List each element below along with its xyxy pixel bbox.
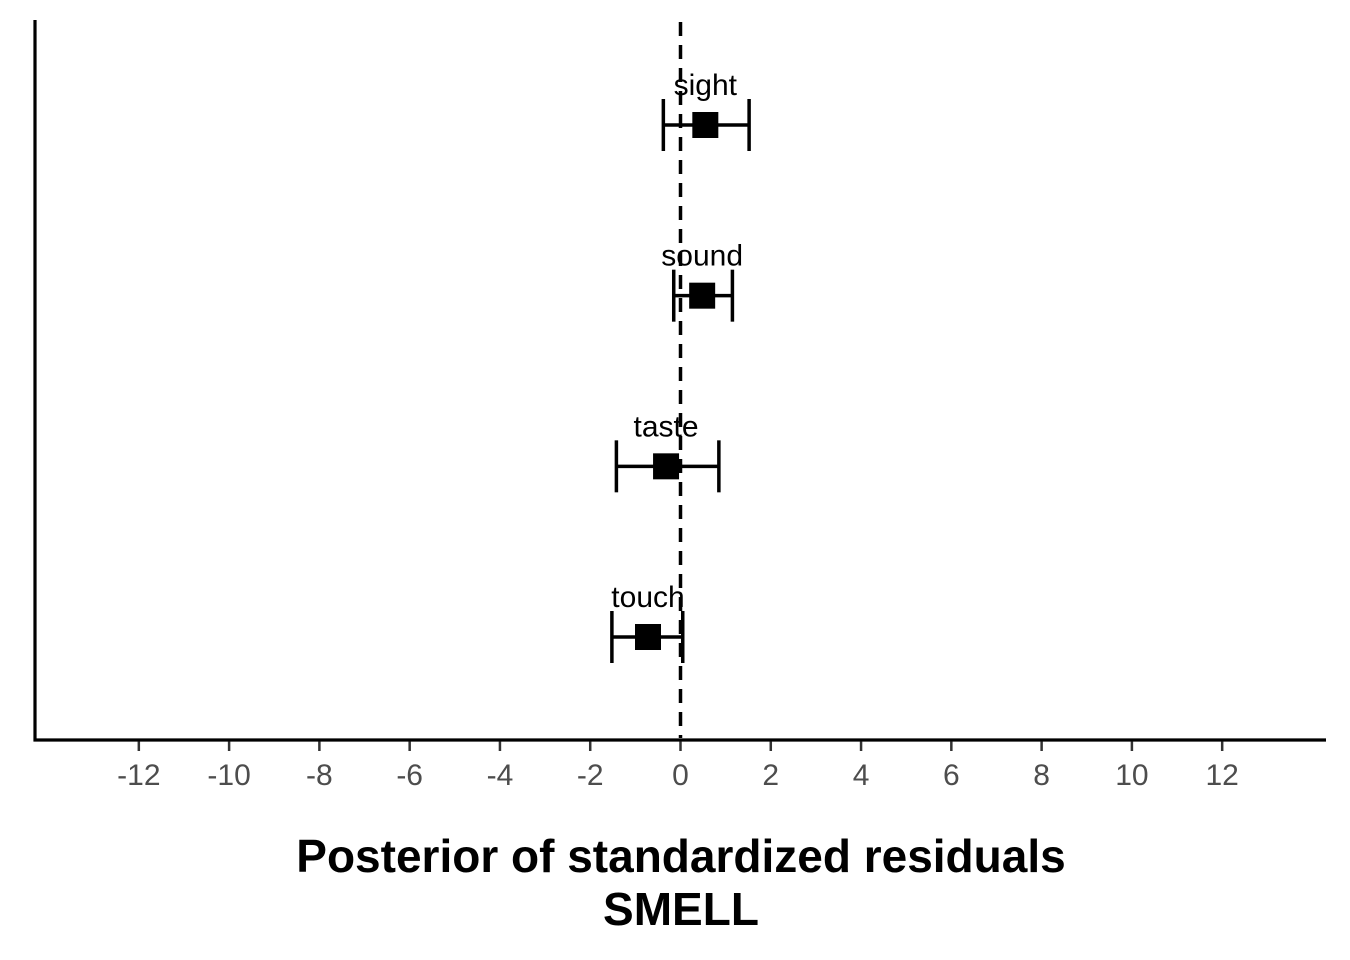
x-axis: -12 -10 -8 -6 -4 -2 0 2 4 6 8 10 12 bbox=[33, 20, 1326, 792]
point-label-touch: touch bbox=[611, 581, 684, 614]
x-tick-label: -10 bbox=[207, 759, 250, 792]
plot-area: sight sound taste touch bbox=[610, 22, 751, 738]
x-tick-label: 0 bbox=[672, 759, 689, 792]
x-tick-label: -4 bbox=[487, 759, 514, 792]
x-tick-label: 8 bbox=[1033, 759, 1050, 792]
point-sight bbox=[692, 112, 719, 138]
x-tick-label: 6 bbox=[943, 759, 960, 792]
point-label-sight: sight bbox=[674, 69, 738, 102]
point-sound bbox=[689, 282, 716, 309]
x-tick-label: 10 bbox=[1115, 759, 1148, 792]
x-tick-label: -12 bbox=[117, 759, 160, 792]
point-taste bbox=[653, 453, 680, 480]
x-tick-label: -6 bbox=[396, 759, 423, 792]
point-label-sound: sound bbox=[661, 240, 743, 273]
x-axis-subtitle: SMELL bbox=[603, 883, 759, 935]
x-tick-label: 2 bbox=[762, 759, 779, 792]
point-touch bbox=[634, 624, 661, 650]
x-tick-label: 4 bbox=[853, 759, 870, 792]
point-label-taste: taste bbox=[634, 410, 699, 443]
x-axis-title: Posterior of standardized residuals bbox=[296, 830, 1065, 882]
x-tick-label: 12 bbox=[1205, 759, 1238, 792]
x-tick-label: -2 bbox=[577, 759, 604, 792]
x-tick-label: -8 bbox=[306, 759, 333, 792]
